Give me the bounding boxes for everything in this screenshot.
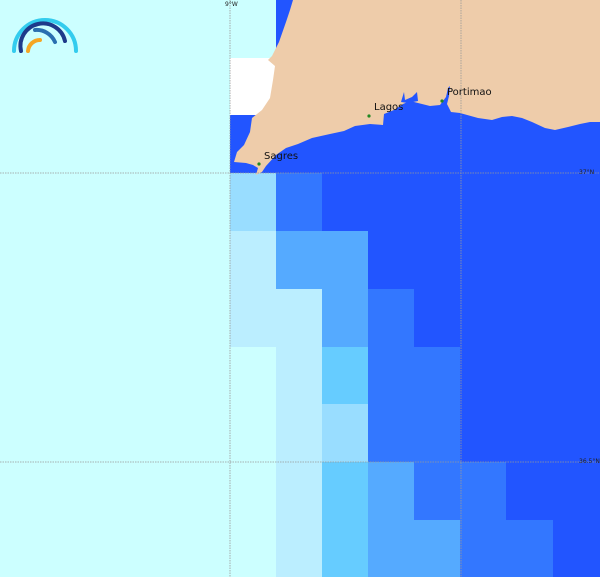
wave-cell (230, 289, 276, 347)
wave-cell (276, 289, 322, 347)
wave-cell (553, 173, 600, 231)
wave-cell (553, 231, 600, 289)
wave-cell (230, 404, 276, 462)
wave-cell (506, 173, 553, 231)
wave-cell (368, 173, 414, 231)
town-dot-sagres (257, 162, 261, 166)
logo-outer-arc-icon (12, 18, 78, 53)
wave-cell (414, 520, 460, 577)
wave-cell (460, 289, 506, 347)
town-label-portimao: Portimao (447, 87, 492, 98)
wave-cell (460, 231, 506, 289)
wave-cell (460, 347, 506, 404)
wave-cell (276, 347, 322, 404)
wave-cell (322, 404, 368, 462)
wave-cell (506, 404, 553, 462)
town-label-sagres: Sagres (264, 151, 299, 162)
wave-cell (414, 231, 460, 289)
wave-cell (276, 520, 322, 577)
wave-cell (553, 289, 600, 347)
wave-cell (276, 173, 322, 231)
wave-cell (414, 347, 460, 404)
town-dot-lagos (367, 114, 371, 118)
town-label-lagos: Lagos (374, 102, 404, 113)
wave-cell (553, 347, 600, 404)
wave-cell (322, 462, 368, 520)
logo (12, 18, 78, 53)
wave-cell (322, 173, 368, 231)
wave-cell (553, 404, 600, 462)
logo-middle-arc-icon (18, 21, 67, 53)
wave-cell (506, 231, 553, 289)
wave-cell (230, 173, 276, 231)
wave-grid (230, 173, 600, 577)
wave-cell (230, 231, 276, 289)
wave-cell (276, 231, 322, 289)
wave-cell (414, 404, 460, 462)
wave-cell (368, 520, 414, 577)
wave-cell (368, 404, 414, 462)
logo-sun-arc-icon (26, 37, 42, 53)
wave-cell (460, 404, 506, 462)
wave-cell (414, 289, 460, 347)
wave-cell (230, 520, 276, 577)
wave-cell (506, 289, 553, 347)
wave-cell (414, 462, 460, 520)
lat-label-37n: 37°N (579, 169, 595, 176)
wave-cell (553, 462, 600, 520)
wave-cell (506, 347, 553, 404)
wave-cell (506, 520, 553, 577)
wave-cell (368, 289, 414, 347)
wave-cell (322, 347, 368, 404)
ria-alvor (401, 92, 418, 103)
wave-cell (368, 347, 414, 404)
lon-label-9w: 9°W (225, 1, 238, 8)
land-portugal (234, 0, 600, 175)
wave-cell (276, 462, 322, 520)
wave-cell (230, 462, 276, 520)
wave-cell (368, 462, 414, 520)
wave-cell (460, 173, 506, 231)
wave-cell (460, 520, 506, 577)
wave-cell (460, 462, 506, 520)
wave-cell (322, 231, 368, 289)
wave-cell (414, 173, 460, 231)
wave-cell (368, 231, 414, 289)
wave-cell (322, 520, 368, 577)
wave-cell (322, 289, 368, 347)
wave-cell (506, 462, 553, 520)
wave-cell (276, 404, 322, 462)
wave-cell (230, 347, 276, 404)
logo-inner-arc-icon (33, 27, 57, 44)
wave-cell (553, 520, 600, 577)
lat-label-36-5n: 36.5°N (579, 458, 600, 465)
town-dot-portimao (440, 99, 444, 103)
